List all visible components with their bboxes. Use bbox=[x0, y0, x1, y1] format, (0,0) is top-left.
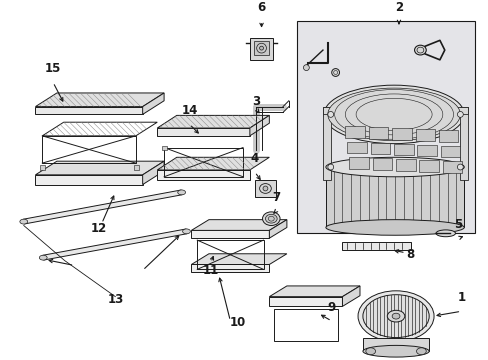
Polygon shape bbox=[191, 254, 286, 265]
Ellipse shape bbox=[435, 230, 454, 237]
Ellipse shape bbox=[20, 219, 28, 224]
Text: 8: 8 bbox=[406, 248, 414, 261]
Polygon shape bbox=[440, 145, 459, 157]
Text: 15: 15 bbox=[45, 62, 61, 76]
Ellipse shape bbox=[303, 65, 309, 71]
Text: 2: 2 bbox=[394, 1, 402, 14]
Polygon shape bbox=[442, 161, 461, 173]
Ellipse shape bbox=[414, 45, 426, 55]
Text: 11: 11 bbox=[203, 264, 219, 277]
Text: 6: 6 bbox=[257, 1, 265, 14]
Text: 1: 1 bbox=[456, 292, 465, 305]
Polygon shape bbox=[345, 126, 364, 138]
Bar bbox=[249, 39, 273, 60]
Polygon shape bbox=[269, 297, 342, 306]
Polygon shape bbox=[142, 161, 164, 185]
Polygon shape bbox=[191, 230, 269, 238]
Polygon shape bbox=[372, 158, 391, 170]
Polygon shape bbox=[35, 93, 164, 107]
Ellipse shape bbox=[362, 345, 428, 357]
Ellipse shape bbox=[262, 212, 280, 225]
Polygon shape bbox=[415, 129, 434, 141]
Bar bbox=[325, 167, 463, 228]
Polygon shape bbox=[391, 128, 411, 140]
Ellipse shape bbox=[456, 112, 462, 117]
Polygon shape bbox=[23, 190, 182, 224]
Bar bbox=[459, 107, 467, 180]
Text: 3: 3 bbox=[252, 95, 260, 108]
Ellipse shape bbox=[327, 112, 333, 117]
Bar bbox=[40, 165, 45, 170]
Polygon shape bbox=[35, 161, 164, 175]
Text: 4: 4 bbox=[250, 152, 258, 165]
Bar bbox=[253, 41, 269, 55]
Bar bbox=[134, 165, 139, 170]
Polygon shape bbox=[35, 107, 142, 114]
Text: 14: 14 bbox=[181, 104, 197, 117]
Polygon shape bbox=[438, 130, 457, 142]
Polygon shape bbox=[157, 115, 269, 128]
Ellipse shape bbox=[265, 214, 277, 223]
Bar bbox=[296, 21, 474, 233]
Ellipse shape bbox=[365, 348, 375, 355]
Ellipse shape bbox=[362, 295, 428, 338]
Ellipse shape bbox=[182, 229, 190, 234]
Bar bbox=[322, 107, 330, 180]
Ellipse shape bbox=[259, 46, 263, 50]
Polygon shape bbox=[249, 115, 269, 136]
Ellipse shape bbox=[391, 313, 399, 319]
Bar bbox=[322, 107, 467, 114]
Polygon shape bbox=[35, 175, 142, 185]
Polygon shape bbox=[191, 265, 269, 272]
Text: 10: 10 bbox=[229, 316, 246, 329]
Ellipse shape bbox=[263, 186, 267, 191]
Polygon shape bbox=[348, 157, 368, 169]
Ellipse shape bbox=[327, 88, 459, 141]
Polygon shape bbox=[157, 170, 249, 180]
Polygon shape bbox=[142, 93, 164, 114]
Polygon shape bbox=[346, 142, 366, 153]
Polygon shape bbox=[368, 127, 387, 139]
Bar bbox=[362, 338, 428, 351]
Ellipse shape bbox=[386, 310, 404, 322]
Text: 13: 13 bbox=[107, 293, 123, 306]
Polygon shape bbox=[269, 220, 286, 238]
Ellipse shape bbox=[456, 164, 462, 170]
Ellipse shape bbox=[331, 69, 339, 76]
Text: 7: 7 bbox=[271, 191, 280, 204]
Polygon shape bbox=[342, 286, 359, 306]
Bar bbox=[162, 145, 167, 150]
Ellipse shape bbox=[325, 157, 463, 177]
Polygon shape bbox=[395, 159, 415, 171]
Ellipse shape bbox=[357, 291, 433, 342]
Text: 12: 12 bbox=[90, 222, 107, 235]
Polygon shape bbox=[417, 145, 436, 156]
Ellipse shape bbox=[325, 220, 463, 235]
Bar bbox=[254, 180, 276, 197]
Text: 9: 9 bbox=[327, 301, 335, 314]
Polygon shape bbox=[342, 242, 410, 250]
Text: 5: 5 bbox=[453, 219, 462, 231]
Polygon shape bbox=[191, 220, 286, 230]
Ellipse shape bbox=[177, 190, 185, 195]
Polygon shape bbox=[393, 144, 413, 155]
Polygon shape bbox=[269, 286, 359, 297]
Ellipse shape bbox=[327, 164, 333, 170]
Ellipse shape bbox=[39, 255, 47, 260]
Polygon shape bbox=[370, 143, 389, 154]
Polygon shape bbox=[43, 229, 186, 260]
Polygon shape bbox=[419, 160, 438, 172]
Polygon shape bbox=[157, 157, 269, 170]
Ellipse shape bbox=[416, 348, 426, 355]
Ellipse shape bbox=[323, 85, 463, 144]
Polygon shape bbox=[157, 128, 249, 136]
